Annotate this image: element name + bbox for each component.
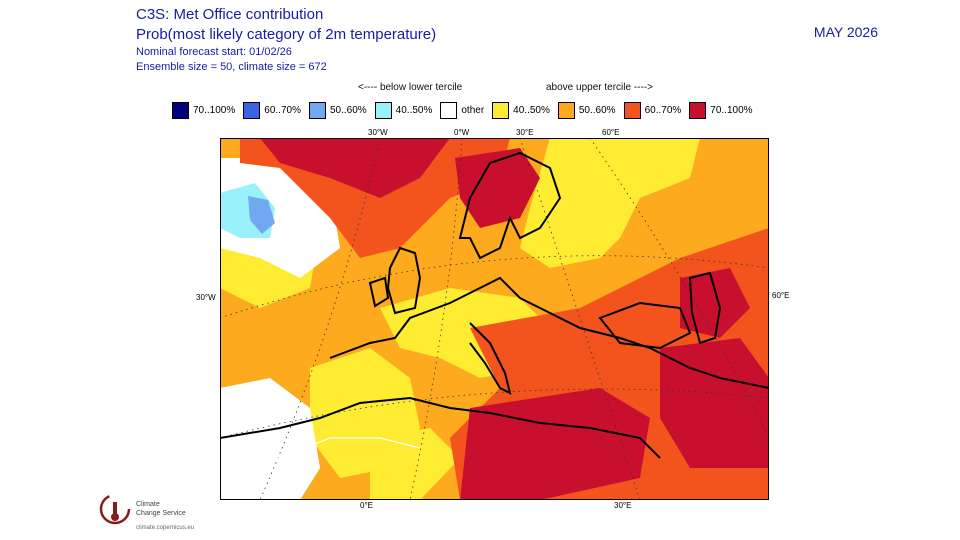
- coastline-italy: [469, 322, 512, 395]
- region-red-scandinavia: [455, 148, 540, 228]
- left-label-30w: 30°W: [196, 293, 216, 302]
- ensemble-size: Ensemble size = 50, climate size = 672: [136, 61, 327, 73]
- bottom-label-30e: 30°E: [614, 501, 632, 510]
- legend-swatch: [557, 102, 575, 119]
- legend: 70..100% 60..70% 50..60% 40..50% other 4…: [172, 102, 761, 119]
- region-yellow-east: [520, 138, 700, 268]
- legend-swatch: [243, 102, 261, 119]
- legend-item-above-40-50: 40..50%: [492, 102, 550, 119]
- region-red-caspian: [680, 268, 750, 338]
- logo-url: climate.copernicus.eu: [136, 525, 195, 531]
- coastline-africa-interior: [220, 437, 421, 469]
- top-label-30e: 30°E: [516, 128, 534, 137]
- title-line-2: Prob(most likely category of 2m temperat…: [136, 26, 437, 43]
- legend-label: 40..50%: [513, 105, 550, 116]
- coastline-ireland: [368, 276, 390, 308]
- legend-label: 70..100%: [710, 105, 753, 116]
- legend-swatch: [623, 102, 641, 119]
- graticule-parallel-south: [220, 388, 769, 439]
- forecast-start: Nominal forecast start: 01/02/26: [136, 46, 292, 58]
- coastline-british-isles: [386, 246, 422, 315]
- legend-item-below-70-100: 70..100%: [172, 102, 235, 119]
- legend-swatch: [308, 102, 326, 119]
- legend-item-other: other: [440, 102, 484, 119]
- graticule-meridian-30e: [519, 138, 641, 500]
- legend-item-above-50-60: 50..60%: [557, 102, 616, 119]
- region-red-middle-east: [660, 338, 769, 468]
- legend-item-above-70-100: 70..100%: [689, 102, 753, 119]
- top-label-30w: 30°W: [368, 128, 388, 137]
- legend-label: 70..100%: [193, 105, 236, 116]
- logo-line-1: Climate: [136, 501, 160, 508]
- map-border: [220, 138, 769, 500]
- top-label-0w: 0°W: [454, 128, 470, 137]
- coastline-scandinavia: [458, 151, 562, 260]
- title-line-1: C3S: Met Office contribution: [136, 6, 324, 23]
- bottom-label-0e: 0°E: [360, 501, 373, 510]
- legend-label: 60..70%: [264, 105, 301, 116]
- legend-label: 50..60%: [578, 105, 616, 116]
- logo-line-2: Change Service: [136, 510, 186, 517]
- logo-text: Climate Change Service: [136, 500, 186, 518]
- legend-swatch: [374, 102, 392, 119]
- legend-swatch: [689, 102, 707, 119]
- region-yellow-south: [370, 428, 460, 500]
- graticule-meridian-60e: [589, 138, 769, 439]
- legend-label: 50..60%: [329, 105, 367, 116]
- legend-item-below-50-60: 50..60%: [308, 102, 367, 119]
- above-tercile-label: above upper tercile ---->: [546, 82, 653, 93]
- coastline-mainland-europe: [329, 276, 769, 389]
- legend-swatch: [440, 102, 458, 119]
- graticule-meridian-0: [409, 138, 463, 500]
- right-label-60e: 60°E: [772, 291, 790, 300]
- copernicus-logo: Climate Change Service: [98, 492, 186, 526]
- legend-swatch: [492, 102, 510, 119]
- region-light-blue: [248, 196, 275, 234]
- top-label-60e: 60°E: [602, 128, 620, 137]
- legend-swatch: [172, 102, 189, 119]
- coastline-north-africa: [220, 396, 661, 459]
- legend-item-below-40-50: 40..50%: [374, 102, 433, 119]
- legend-label: other: [461, 105, 485, 116]
- region-red-atlantic: [260, 138, 450, 198]
- climate-change-service-logo-icon: [99, 493, 131, 525]
- probability-map: [220, 138, 769, 500]
- legend-label: 60..70%: [644, 105, 682, 116]
- legend-item-below-60-70: 60..70%: [243, 102, 301, 119]
- legend-label: 40..50%: [395, 105, 433, 116]
- graticule-meridian-30w: [259, 138, 381, 500]
- legend-item-above-60-70: 60..70%: [623, 102, 682, 119]
- below-tercile-label: <---- below lower tercile: [358, 82, 463, 93]
- coastline-caspian-sea: [688, 271, 722, 345]
- coastline-black-sea: [598, 301, 692, 350]
- graticule-parallel-north: [220, 255, 769, 319]
- forecast-month: MAY 2026: [813, 24, 878, 40]
- region-white-southwest: [220, 378, 320, 500]
